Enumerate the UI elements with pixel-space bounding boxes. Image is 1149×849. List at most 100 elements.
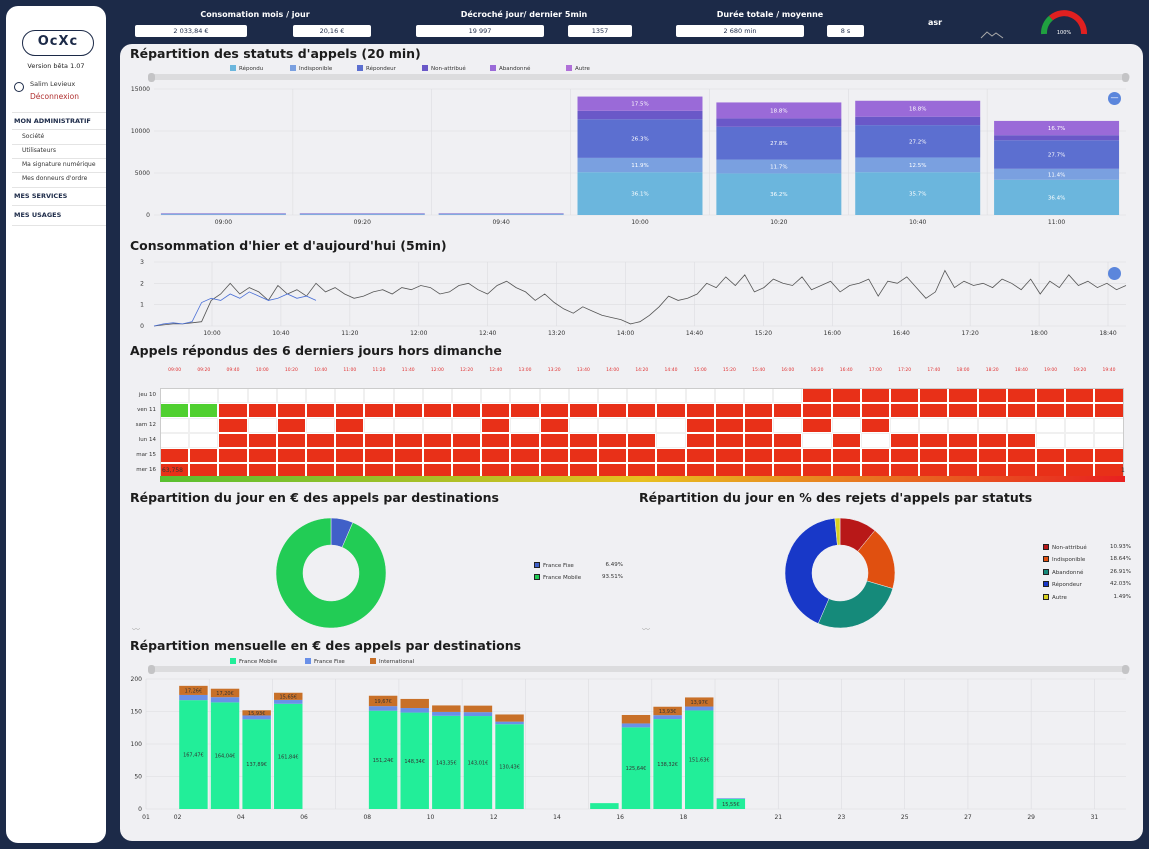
bar-segment — [653, 719, 682, 809]
x-tick-label: 09:20 — [354, 219, 371, 226]
divider — [12, 144, 106, 145]
menu-item-donneurs-ordre[interactable]: Mes donneurs d'ordre — [22, 175, 88, 182]
slider-handle-left[interactable] — [148, 72, 155, 82]
y-tick-label: 0 — [140, 323, 144, 330]
divider — [12, 205, 106, 206]
heatmap-cell — [977, 403, 1007, 418]
slider-handle-left[interactable] — [148, 664, 155, 674]
heatmap-y-label: lun 14 — [138, 437, 156, 443]
heatmap-cell — [831, 433, 861, 448]
x-tick-label: 25 — [901, 814, 909, 821]
heatmap-cell — [218, 388, 248, 403]
menu-mon-administratif[interactable]: MON ADMINISTRATIF — [14, 117, 91, 125]
slider-handle-right[interactable] — [1122, 72, 1129, 82]
heatmap-cell — [218, 418, 248, 433]
heatmap-x-label: 15:40 — [752, 368, 766, 373]
heatmap-scale-min: 63,758 — [162, 467, 183, 474]
bar-segment-label: 148,34€ — [404, 759, 425, 765]
legend-swatch — [290, 65, 296, 71]
duree-totale-value: 2 680 min — [676, 25, 804, 37]
bar-segment — [855, 172, 981, 215]
heatmap-cell — [276, 403, 306, 418]
range-slider-mensuel[interactable] — [148, 666, 1130, 672]
heatmap-cell — [890, 448, 920, 463]
bar-segment — [590, 803, 619, 809]
legend-swatch — [357, 65, 363, 71]
app-logo[interactable]: OcXc — [22, 30, 94, 56]
heatmap-cell — [1006, 448, 1036, 463]
heatmap-x-label: 10:40 — [314, 368, 328, 373]
x-tick-label: 23 — [838, 814, 846, 821]
legend-item-1: Répondu — [230, 65, 263, 72]
menu-item-societe[interactable]: Société — [22, 133, 45, 140]
x-tick-label: 10:20 — [770, 219, 787, 226]
bar-segment — [716, 798, 746, 809]
menu-mes-usages[interactable]: MES USAGES — [14, 211, 62, 219]
heatmap-cell — [627, 388, 657, 403]
menu-item-utilisateurs[interactable]: Utilisateurs — [22, 147, 56, 154]
x-tick-label: 10:40 — [909, 219, 926, 226]
heatmap-cell — [364, 448, 394, 463]
legend-swatch — [534, 574, 540, 580]
heatmap-x-label: 09:20 — [197, 368, 211, 373]
version-label: Version bêta 1.07 — [27, 62, 85, 70]
heatmap-x-label: 12:20 — [460, 368, 474, 373]
heatmap-cell — [393, 418, 423, 433]
bar-segment — [716, 173, 842, 215]
heatmap-cell — [714, 433, 744, 448]
bar-segment — [577, 172, 703, 215]
heatmap-cell — [744, 448, 774, 463]
logout-link[interactable]: Déconnexion — [30, 92, 79, 101]
legend-value: 18.64% — [1110, 556, 1131, 563]
bar-segment-label: 12.5% — [909, 163, 926, 169]
legend-item-6: Autre — [566, 65, 590, 72]
sparkline-icon — [980, 31, 1004, 39]
duree-moyenne-value: 8 s — [827, 25, 864, 37]
heatmap-y-label: ven 11 — [137, 407, 156, 413]
bar-segment-label: 164,04€ — [215, 754, 236, 760]
heatmap-appels: 09:00 09:20 09:40 10:00 10:20 10:40 11:00 11:20… — [120, 362, 1143, 488]
heatmap-x-label: 13:40 — [576, 368, 590, 373]
heatmap-cell — [452, 418, 482, 433]
heatmap-cell — [247, 388, 277, 403]
bar-segment-label: 36.1% — [631, 192, 648, 198]
heatmap-cell — [948, 388, 978, 403]
heatmap-cell — [1006, 388, 1036, 403]
heatmap-cell — [568, 433, 598, 448]
heatmap-cell — [919, 433, 949, 448]
x-tick-label: 09:40 — [492, 219, 509, 226]
menu-item-signature[interactable]: Ma signature numérique — [22, 161, 96, 168]
heatmap-cell — [860, 433, 890, 448]
y-tick-label: 50 — [134, 774, 142, 781]
series-line-today — [153, 269, 1127, 327]
heatmap-cell — [1006, 418, 1036, 433]
asr-value: 100% — [1056, 30, 1072, 36]
user-name: Salim Levieux — [30, 80, 76, 88]
zoom-reset-button[interactable]: — — [1108, 92, 1121, 105]
bar-segment-label: 36.2% — [770, 192, 787, 198]
duree-label: Durée totale / moyenne — [716, 10, 824, 19]
bar-segment-label: 15,55€ — [722, 802, 740, 808]
menu-mes-services[interactable]: MES SERVICES — [14, 192, 68, 200]
heatmap-cell — [189, 403, 219, 418]
heatmap-cell — [977, 418, 1007, 433]
slider-handle-right[interactable] — [1122, 664, 1129, 674]
bar-segment — [855, 157, 981, 173]
legend-label: Non-attribué — [431, 66, 466, 72]
legend-item: Non-attribué — [1043, 544, 1087, 551]
legend-value: 10.93% — [1110, 544, 1131, 550]
asr-label: asr — [927, 18, 943, 27]
heatmap-cell — [919, 388, 949, 403]
bar-segment — [495, 714, 524, 722]
heatmap-cell — [539, 433, 569, 448]
bar-segment — [577, 119, 703, 158]
zoom-reset-button-2[interactable] — [1108, 267, 1121, 280]
heatmap-cell — [422, 418, 452, 433]
bar-segment-label: 151,24€ — [373, 758, 394, 764]
heatmap-cell — [160, 388, 190, 403]
heatmap-cell — [773, 448, 803, 463]
heatmap-cell — [160, 433, 190, 448]
x-tick-label: 01 — [142, 814, 150, 821]
bar-segment-label: 27.8% — [770, 141, 787, 147]
range-slider[interactable] — [148, 74, 1130, 80]
